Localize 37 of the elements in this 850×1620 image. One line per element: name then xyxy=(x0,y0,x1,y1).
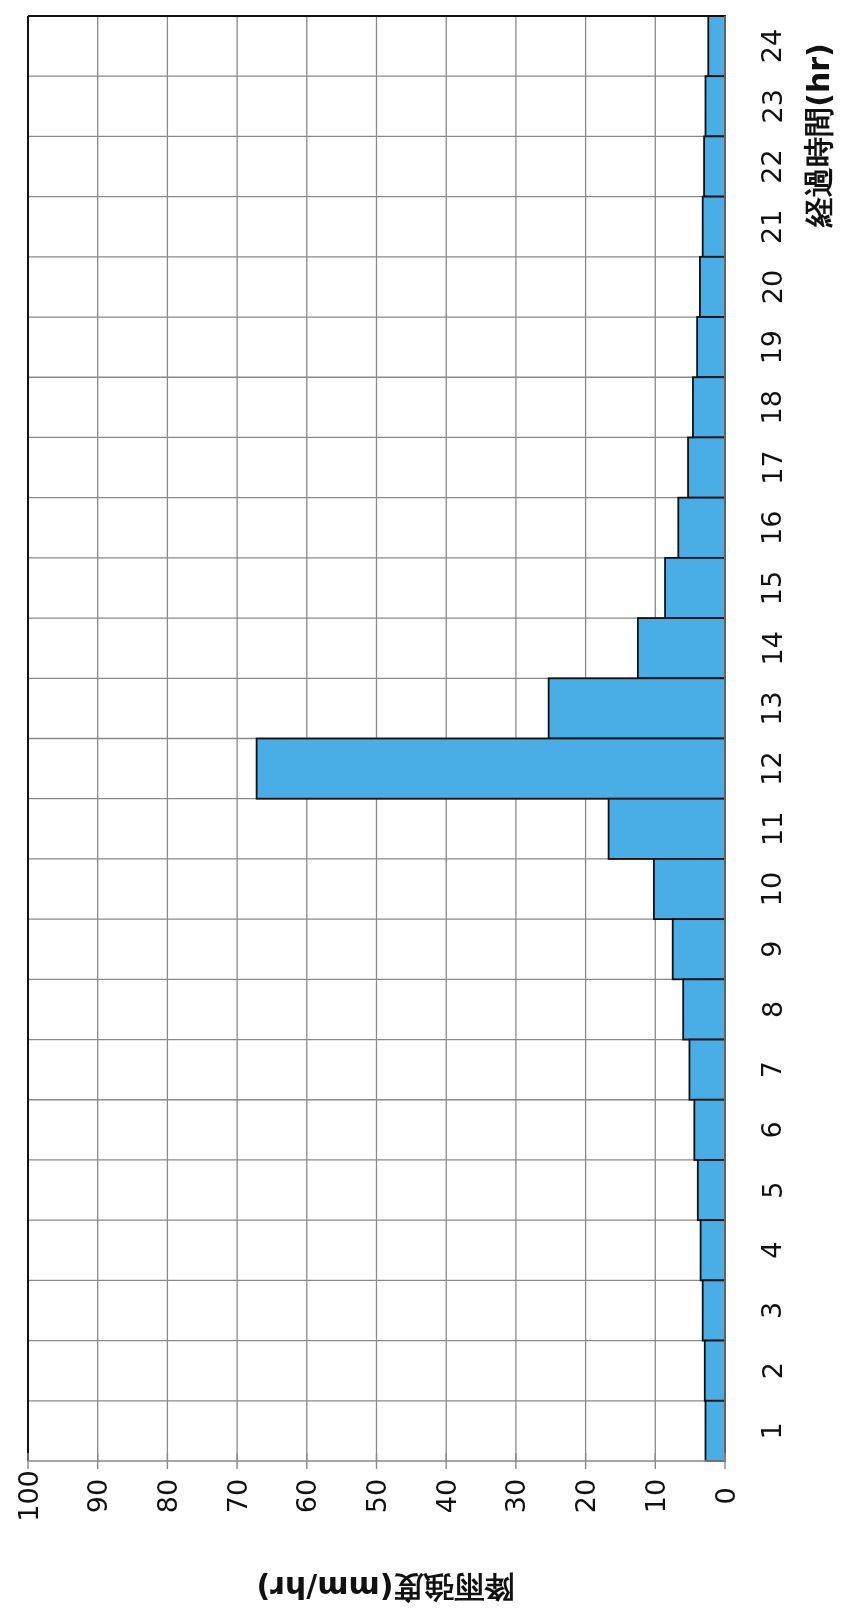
y-tick-label: 1 xyxy=(756,1422,788,1440)
y-tick-label: 2 xyxy=(756,1362,788,1380)
y-tick-label: 9 xyxy=(756,940,788,958)
x-tick-label: 0 xyxy=(709,1487,741,1505)
x-tick-label: 50 xyxy=(361,1478,392,1514)
x-tick-label: 100 xyxy=(12,1470,44,1522)
x-tick-label: 90 xyxy=(82,1478,114,1514)
x-tick-label: 10 xyxy=(639,1478,671,1514)
y-tick-label: 3 xyxy=(756,1301,788,1320)
y-tick-label: 24 xyxy=(756,28,788,64)
y-tick-label: 8 xyxy=(756,1000,788,1019)
y-tick-label: 5 xyxy=(756,1181,788,1199)
y-tick-label: 15 xyxy=(756,570,788,606)
y-tick-label: 20 xyxy=(756,269,788,305)
y-tick-label: 16 xyxy=(756,510,788,545)
y-tick-label: 19 xyxy=(756,329,788,365)
y-tick-label: 22 xyxy=(756,149,788,184)
y-axis-title: 経過時間(hr) xyxy=(800,43,836,228)
y-tick-label: 7 xyxy=(756,1061,788,1079)
y-tick-label: 14 xyxy=(756,631,788,666)
x-tick-label: 70 xyxy=(221,1478,253,1514)
y-tick-label: 12 xyxy=(756,751,788,786)
x-tick-label: 20 xyxy=(570,1478,602,1514)
y-tick-label: 21 xyxy=(756,209,788,244)
x-tick-label: 40 xyxy=(430,1478,462,1514)
y-tick-label: 11 xyxy=(756,811,788,846)
y-tick-label: 23 xyxy=(756,89,788,124)
x-tick-label: 60 xyxy=(291,1478,323,1514)
y-tick-label: 6 xyxy=(756,1121,788,1139)
y-tick-label: 18 xyxy=(756,390,788,425)
y-tick-label: 10 xyxy=(756,871,788,907)
x-axis-title: 降雨強度(mm/hr) xyxy=(256,1569,514,1605)
x-tick-label: 80 xyxy=(151,1478,183,1514)
y-tick-label: 17 xyxy=(756,450,788,485)
y-tick-label: 13 xyxy=(756,691,788,726)
x-tick-label: 30 xyxy=(500,1478,532,1514)
y-tick-label: 4 xyxy=(756,1241,788,1259)
